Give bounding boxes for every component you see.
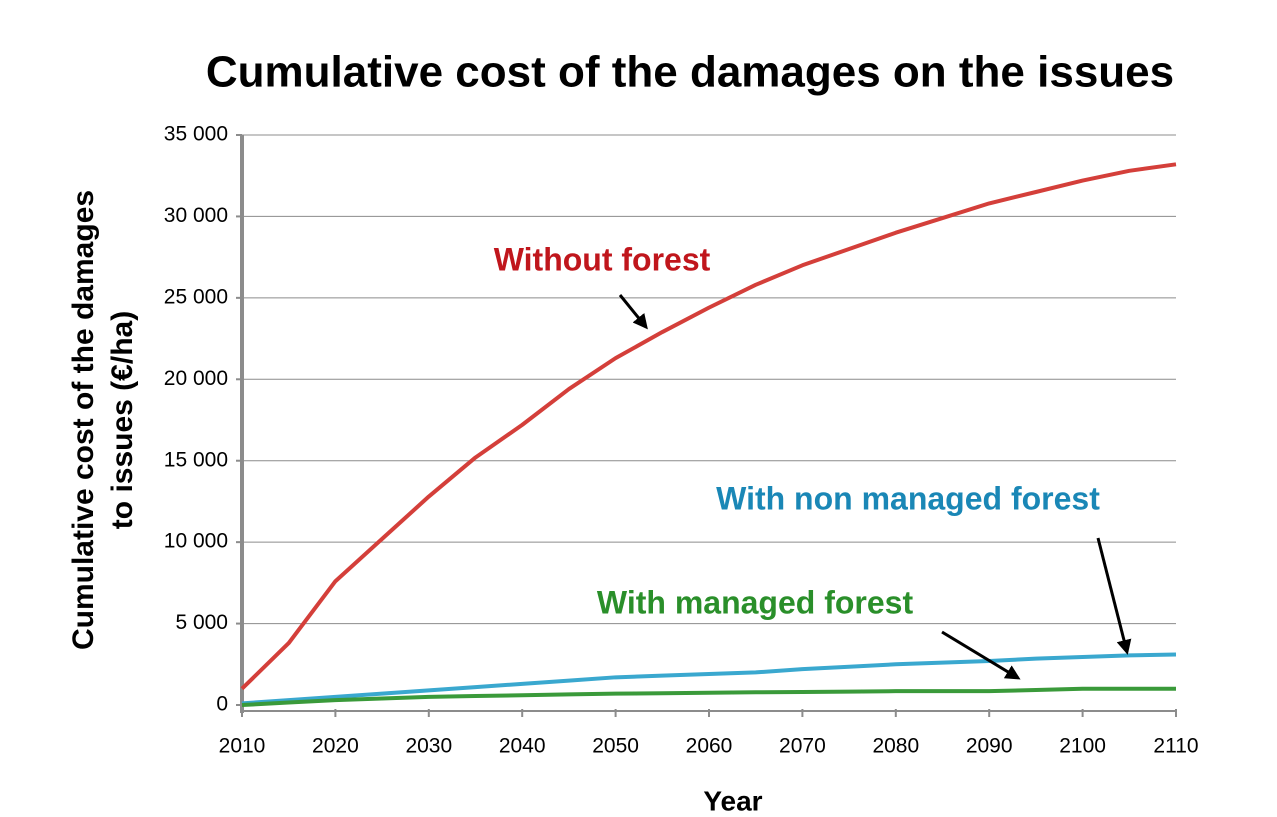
series-line [240,162,1177,691]
arrow [1096,537,1132,655]
arrow [618,294,648,330]
y-axis-label: to issues (€/ha) [106,311,139,529]
x-tick-label: 2050 [592,735,639,758]
y-tick-label: 10 000 [164,530,228,553]
y-tick-label: 0 [216,693,228,716]
series-line [241,652,1177,706]
arrow [941,630,1021,680]
x-tick-label: 2060 [686,735,733,758]
series-line [241,686,1176,707]
x-tick-label: 2020 [312,735,359,758]
y-tick-label: 5 000 [175,611,228,634]
lines [240,162,1177,707]
y-tick-label: 35 000 [164,123,228,146]
y-axis-label: Cumulative cost of the damages [67,190,100,650]
x-tick-label: 2100 [1059,735,1106,758]
x-tick-label: 2110 [1153,735,1198,758]
series-label: With managed forest [597,584,914,620]
y-tick-label: 25 000 [164,285,228,308]
grid: 0 5 000 10 000 15 000 20 000 25 000 30 000 35 0… [164,123,1199,758]
x-tick-label: 2030 [405,735,452,758]
chart-title: Cumulative cost of the damages on the is… [206,48,1174,97]
x-tick-label: 2090 [966,735,1013,758]
x-axis-label: Year [703,785,762,816]
x-tick-label: 2010 [219,735,266,758]
y-tick-label: 30 000 [164,204,228,227]
x-tick-label: 2080 [872,735,919,758]
series-label: Without forest [494,241,711,277]
series-label: With non managed forest [716,480,1100,516]
y-tick-label: 15 000 [164,448,228,471]
y-tick-label: 20 000 [164,367,228,390]
x-tick-label: 2040 [499,735,546,758]
x-tick-label: 2070 [779,735,826,758]
